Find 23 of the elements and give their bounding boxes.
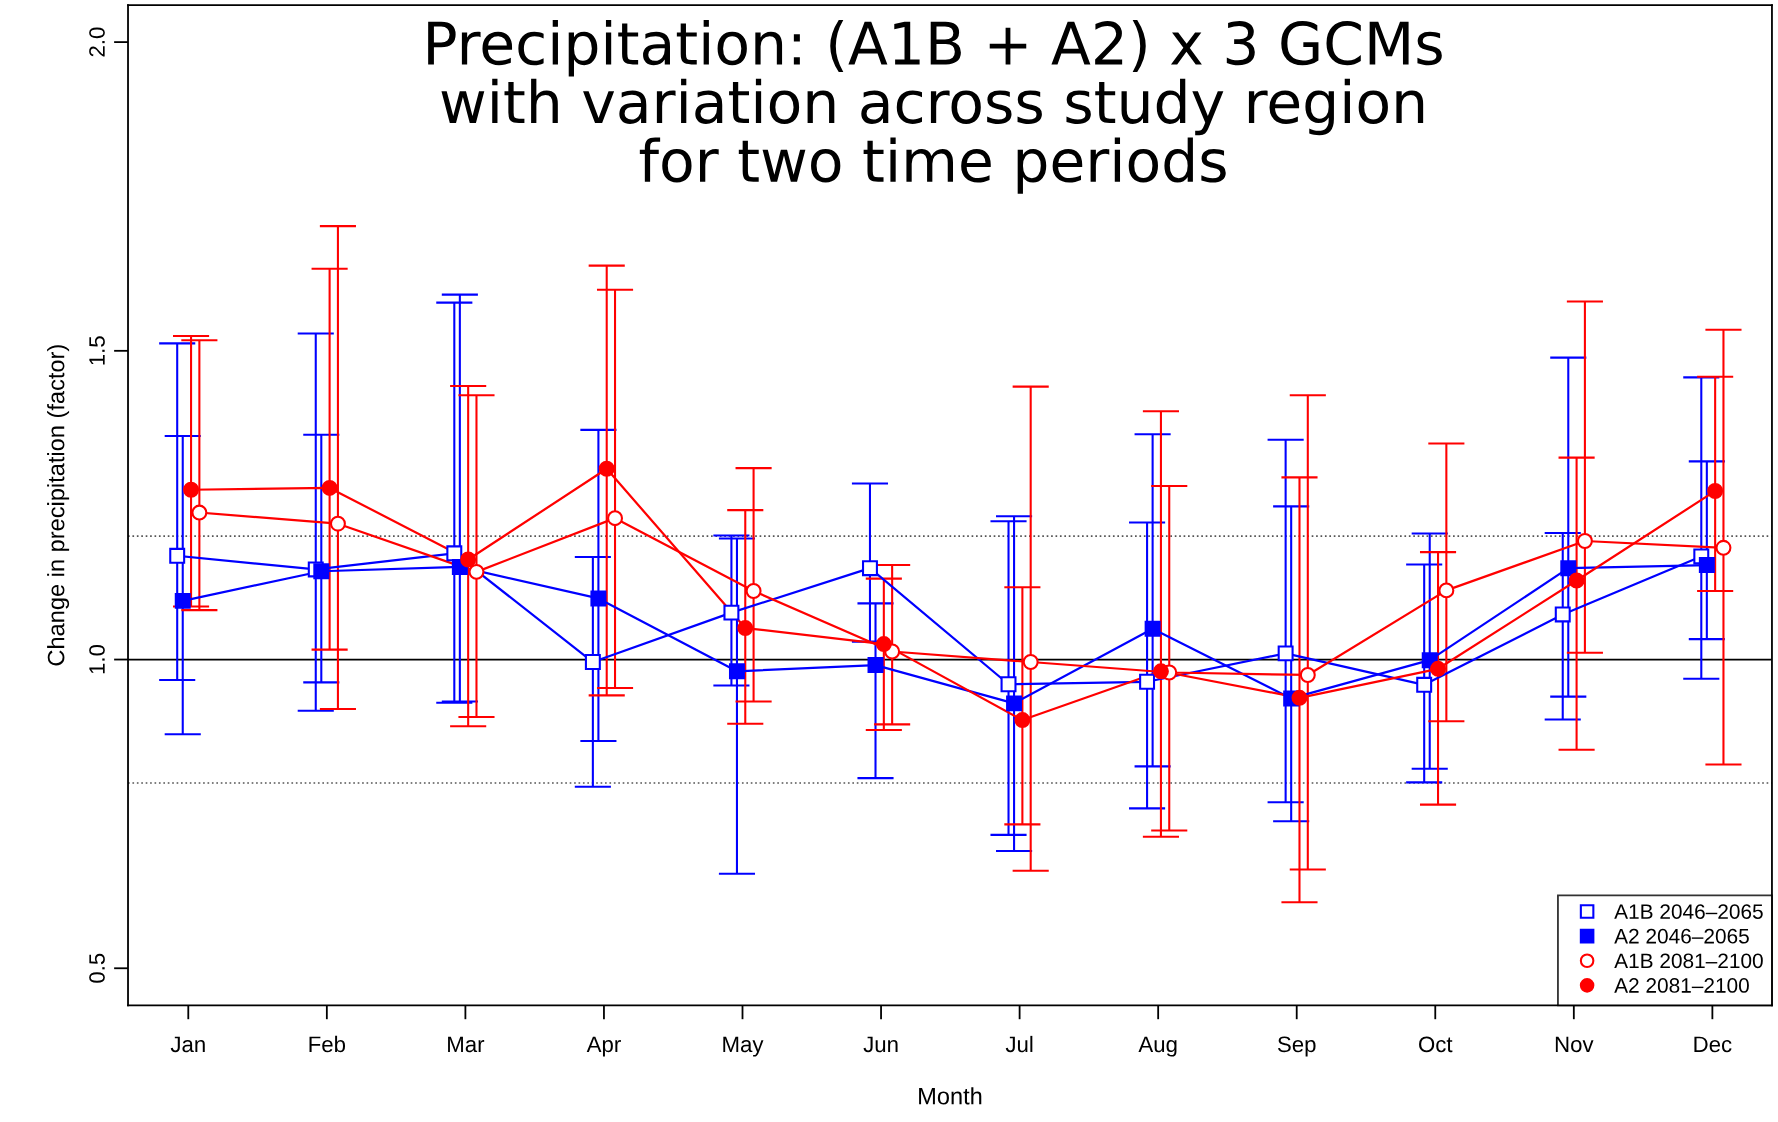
x-tick-label: Dec (1694, 1036, 1732, 1053)
y-tick-label: 2.0 (89, 27, 105, 57)
legend-label: A1B 2081–2100 (1614, 953, 1763, 969)
x-axis-title: Month (919, 1087, 982, 1105)
y-axis-title: Change in precipitation (factor) (47, 345, 70, 666)
legend-label: A2 2081–2100 (1614, 978, 1749, 993)
x-tick-label: Feb (309, 1035, 346, 1053)
x-tick-label: Oct (1419, 1036, 1453, 1053)
text: Precipitation: (A1B + A2) x 3 GCMs with variation across study region for two time periods (428, 20, 1442, 194)
x-tick-label: Apr (586, 1036, 621, 1057)
x-tick-label: Jan (170, 1036, 205, 1053)
x-tick-label: Jun (863, 1036, 898, 1053)
y-tick-label: 0.5 (89, 953, 105, 983)
legend-label: A2 2046–2065 (1614, 928, 1749, 944)
x-tick-label: Mar (448, 1036, 485, 1053)
x-tick-label: Sep (1277, 1036, 1316, 1057)
x-tick-label: Nov (1555, 1036, 1594, 1053)
legend-label: A1B 2046–2065 (1614, 904, 1763, 919)
x-tick-label: May (723, 1036, 764, 1057)
y-tick-label: 1.0 (89, 644, 105, 674)
x-tick-label: Jul (1005, 1035, 1033, 1053)
y-tick-label: 1.5 (89, 336, 105, 365)
x-tick-label: Aug (1138, 1036, 1177, 1057)
